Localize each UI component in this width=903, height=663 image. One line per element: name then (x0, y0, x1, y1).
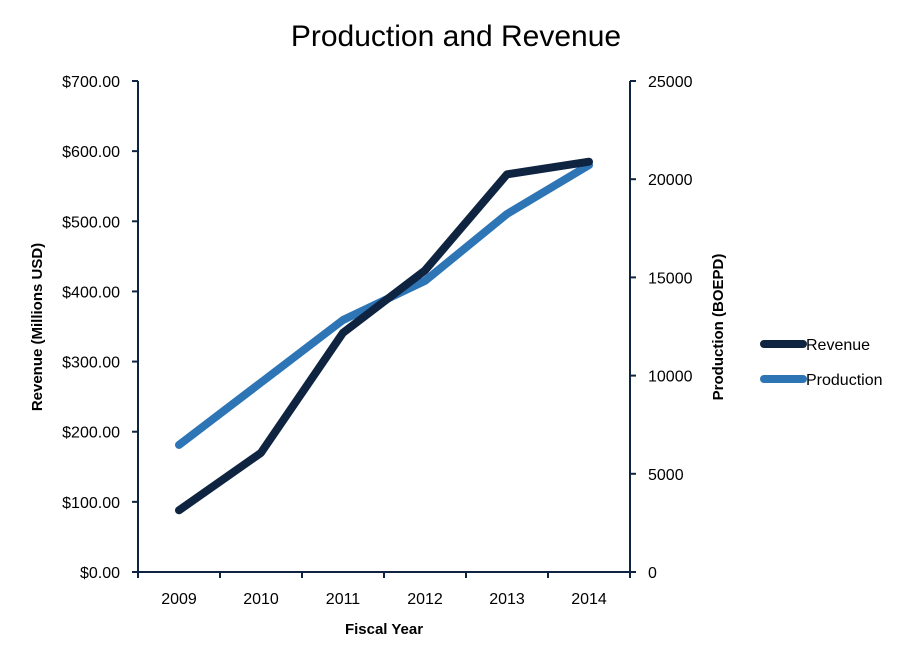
y2-axis-title: Production (BOEPD) (710, 254, 727, 401)
right-axis-tick-label: 5000 (648, 467, 684, 484)
left-axis-tick-label: $600.00 (62, 144, 120, 161)
x-axis-tick-label: 2014 (571, 591, 607, 608)
x-axis-tick-label: 2010 (243, 591, 279, 608)
x-axis-tick-label: 2012 (407, 591, 443, 608)
right-axis-tick-label: 15000 (648, 270, 693, 287)
right-axis-tick-label: 25000 (648, 74, 693, 91)
x-axis-tick-label: 2013 (489, 591, 525, 608)
legend-label-production: Production (806, 372, 883, 389)
x-axis-tick-label: 2009 (161, 591, 197, 608)
left-axis-tick-label: $200.00 (62, 425, 120, 442)
x-axis: 2009 2010 2011 2012 2013 2014 (137, 571, 631, 608)
left-axis-tick-label: $400.00 (62, 284, 120, 301)
x-axis-title: Fiscal Year (345, 621, 423, 638)
legend: Revenue Production (760, 337, 883, 389)
left-axis-tick-label: $100.00 (62, 495, 120, 512)
legend-label-revenue: Revenue (806, 337, 870, 354)
series-layer (175, 157, 593, 515)
left-axis: $0.00 $100.00 $200.00 $300.00 $400.00 $500.00… (62, 74, 139, 582)
right-axis-tick-label: 20000 (648, 172, 693, 189)
right-axis: 0 5000 10000 15000 20000 25000 (629, 74, 693, 582)
x-axis-tick-label: 2011 (326, 591, 361, 608)
left-axis-tick-label: $500.00 (62, 214, 120, 231)
y-axis-title: Revenue (Millions USD) (29, 243, 46, 411)
right-axis-tick-label: 10000 (648, 369, 693, 386)
left-axis-tick-label: $700.00 (62, 74, 120, 91)
series-line-revenue (175, 157, 593, 515)
chart-title: Production and Revenue (291, 20, 621, 53)
left-axis-tick-label: $300.00 (62, 355, 120, 372)
left-axis-tick-label: $0.00 (80, 565, 120, 582)
right-axis-tick-label: 0 (648, 565, 657, 582)
